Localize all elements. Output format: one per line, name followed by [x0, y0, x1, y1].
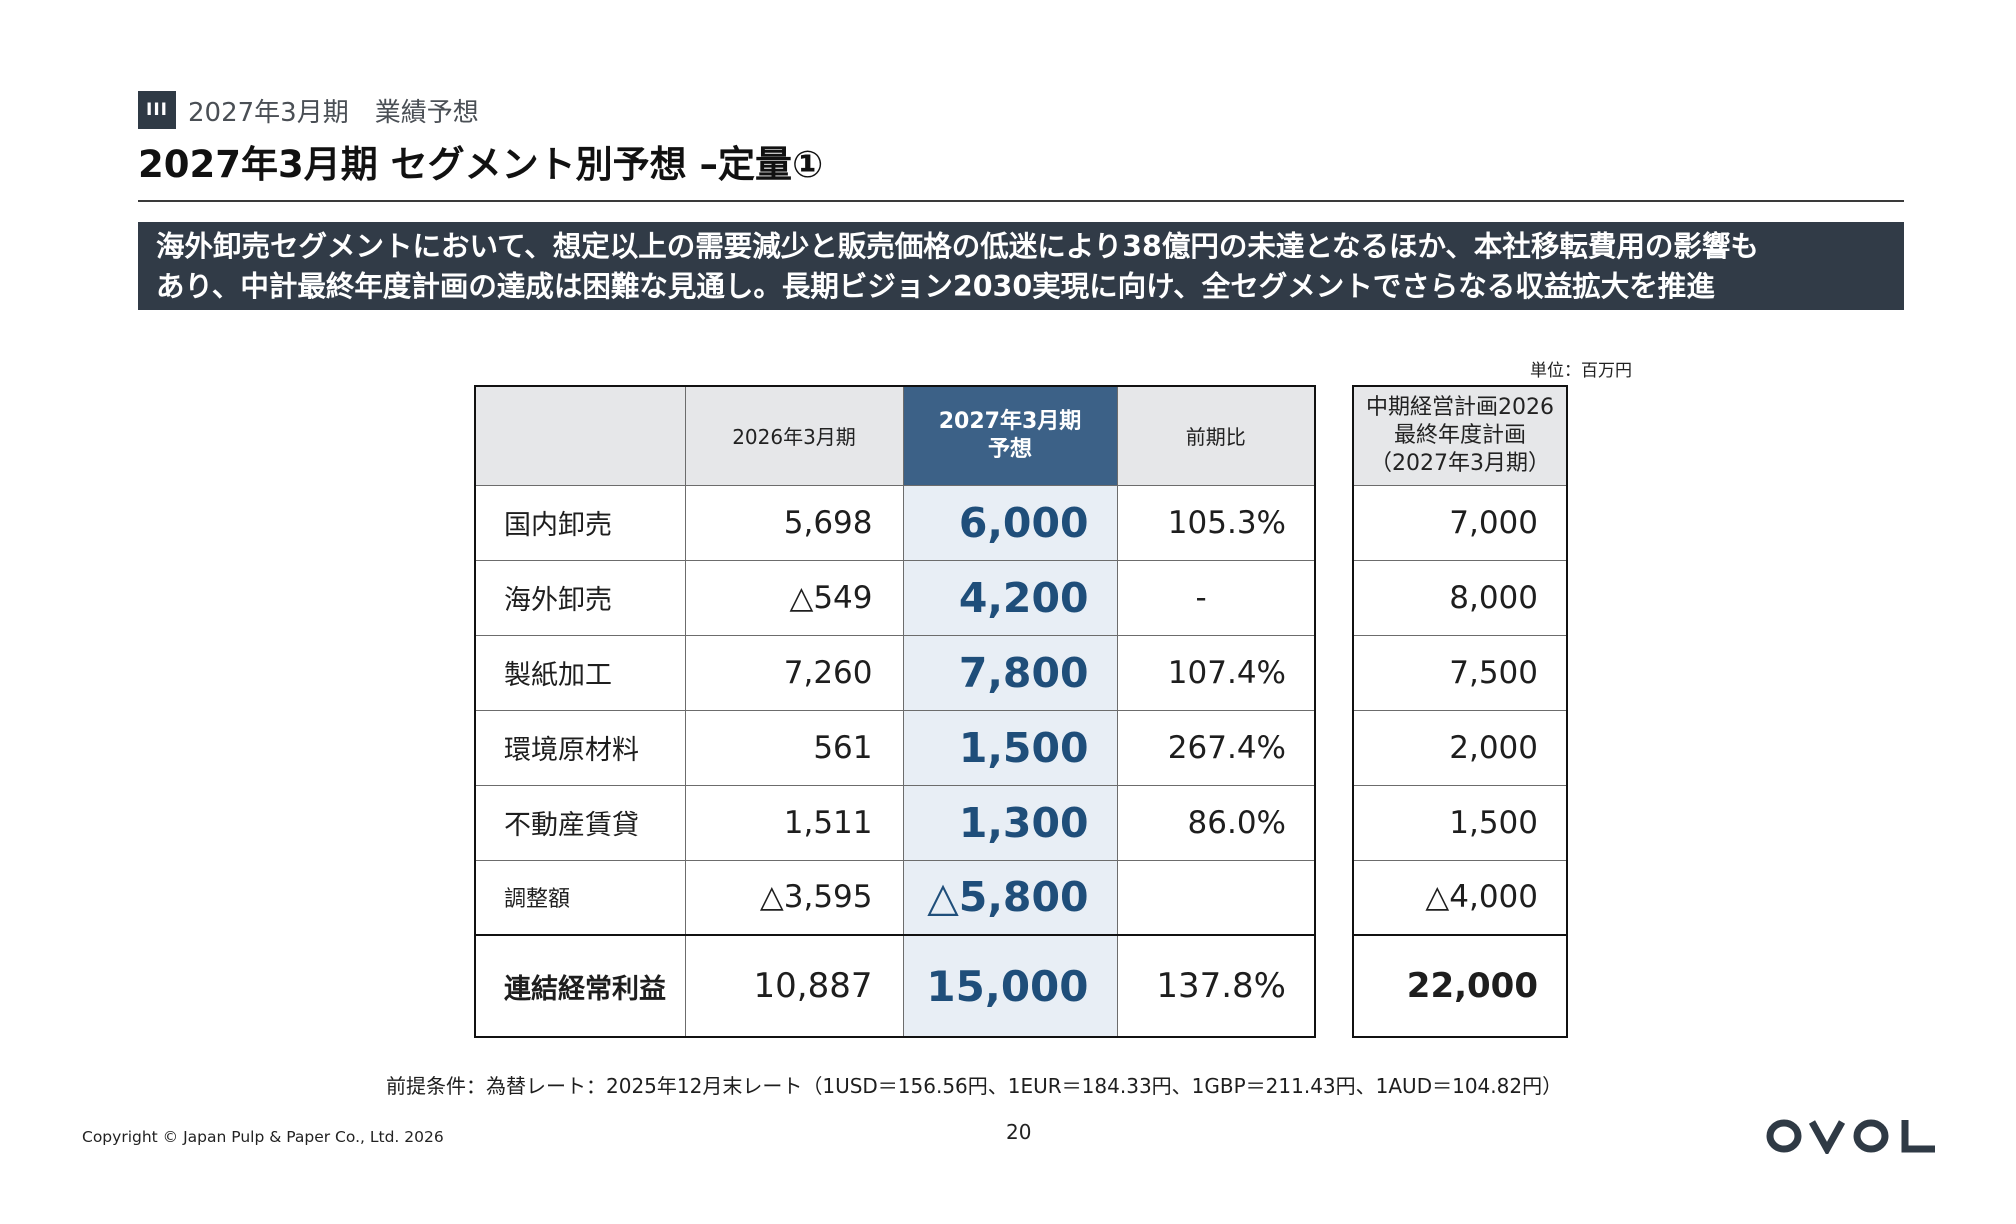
total-row: 連結経常利益 10,887 15,000 137.8% — [474, 934, 1316, 1038]
table-row: 7,000 — [1352, 484, 1568, 561]
yoy-ratio: 107.4% — [1116, 634, 1316, 711]
segment-label: 連結経常利益 — [474, 934, 686, 1038]
forecast-value: 4,200 — [902, 559, 1118, 636]
yoy-ratio: 86.0% — [1116, 784, 1316, 861]
prev-value: 7,260 — [684, 634, 904, 711]
copyright: Copyright © Japan Pulp & Paper Co., Ltd.… — [82, 1128, 444, 1146]
table-row: 製紙加工 7,260 7,800 107.4% — [474, 634, 1316, 711]
table-row: 1,500 — [1352, 784, 1568, 861]
plan-value: 2,000 — [1352, 709, 1568, 786]
total-row: 22,000 — [1352, 934, 1568, 1038]
table-row: 2,000 — [1352, 709, 1568, 786]
summary-line-2: あり、中計最終年度計画の達成は困難な見通し。長期ビジョン2030実現に向け、全セ… — [156, 270, 1715, 303]
forecast-value: 6,000 — [902, 484, 1118, 561]
table-header-row: 2026年3月期 2027年3月期 予想 前期比 — [474, 385, 1316, 486]
midterm-plan-table: 中期経営計画2026 最終年度計画 （2027年3月期） 7,000 8,000… — [1352, 385, 1568, 1038]
page-title: 2027年3月期 セグメント別予想 –定量① — [138, 143, 824, 186]
header-prev-year: 2026年3月期 — [684, 385, 904, 486]
summary-line-1: 海外卸売セグメントにおいて、想定以上の需要減少と販売価格の低迷により38億円の未… — [156, 230, 1759, 263]
section-header: III 2027年3月期 業績予想 — [138, 90, 479, 130]
table-row: 8,000 — [1352, 559, 1568, 636]
plan-header-row: 中期経営計画2026 最終年度計画 （2027年3月期） — [1352, 385, 1568, 486]
plan-header-line-3: （2027年3月期） — [1370, 450, 1550, 476]
section-number-badge: III — [138, 91, 176, 129]
header-forecast: 2027年3月期 予想 — [902, 385, 1118, 486]
page-number: 20 — [1006, 1120, 1032, 1144]
title-divider — [138, 200, 1904, 202]
forecast-value: 7,800 — [902, 634, 1118, 711]
assumption-note: 前提条件：為替レート：2025年12月末レート（1USD＝156.56円、1EU… — [386, 1074, 1563, 1098]
prev-value: △549 — [684, 559, 904, 636]
table-row: 調整額 △3,595 △5,800 — [474, 859, 1316, 936]
segment-label: 国内卸売 — [474, 484, 686, 561]
plan-value: 22,000 — [1352, 934, 1568, 1038]
plan-value: 7,000 — [1352, 484, 1568, 561]
forecast-value: 1,500 — [902, 709, 1118, 786]
prev-value: 5,698 — [684, 484, 904, 561]
prev-value: 561 — [684, 709, 904, 786]
plan-value: 1,500 — [1352, 784, 1568, 861]
prev-value: 1,511 — [684, 784, 904, 861]
plan-value: △4,000 — [1352, 859, 1568, 936]
unit-note: 単位：百万円 — [1530, 361, 1632, 381]
segment-label: 環境原材料 — [474, 709, 686, 786]
segment-label: 不動産賃貸 — [474, 784, 686, 861]
header-yoy-ratio: 前期比 — [1116, 385, 1316, 486]
forecast-value: 15,000 — [902, 934, 1118, 1038]
forecast-value: 1,300 — [902, 784, 1118, 861]
segment-forecast-table: 2026年3月期 2027年3月期 予想 前期比 国内卸売 5,698 6,00… — [474, 385, 1316, 1038]
prev-value: 10,887 — [684, 934, 904, 1038]
ovol-logo — [1766, 1119, 1935, 1154]
plan-header-line-2: 最終年度計画 — [1393, 422, 1526, 448]
header-forecast-line-1: 2027年3月期 — [938, 408, 1082, 434]
segment-label: 製紙加工 — [474, 634, 686, 711]
yoy-ratio: 137.8% — [1116, 934, 1316, 1038]
yoy-ratio: - — [1116, 559, 1316, 636]
prev-value: △3,595 — [684, 859, 904, 936]
yoy-ratio: 267.4% — [1116, 709, 1316, 786]
table-row: 国内卸売 5,698 6,000 105.3% — [474, 484, 1316, 561]
segment-label: 海外卸売 — [474, 559, 686, 636]
yoy-ratio — [1116, 859, 1316, 936]
plan-header: 中期経営計画2026 最終年度計画 （2027年3月期） — [1352, 385, 1568, 486]
yoy-ratio: 105.3% — [1116, 484, 1316, 561]
header-forecast-line-2: 予想 — [987, 436, 1032, 462]
table-row: 環境原材料 561 1,500 267.4% — [474, 709, 1316, 786]
header-blank — [474, 385, 686, 486]
segment-label: 調整額 — [474, 859, 686, 936]
table-row: 不動産賃貸 1,511 1,300 86.0% — [474, 784, 1316, 861]
summary-banner: 海外卸売セグメントにおいて、想定以上の需要減少と販売価格の低迷により38億円の未… — [138, 222, 1904, 310]
plan-value: 7,500 — [1352, 634, 1568, 711]
plan-header-line-1: 中期経営計画2026 — [1366, 394, 1554, 420]
plan-value: 8,000 — [1352, 559, 1568, 636]
table-row: △4,000 — [1352, 859, 1568, 936]
section-label: 2027年3月期 業績予想 — [188, 97, 479, 128]
table-row: 海外卸売 △549 4,200 - — [474, 559, 1316, 636]
table-row: 7,500 — [1352, 634, 1568, 711]
forecast-value: △5,800 — [902, 859, 1118, 936]
